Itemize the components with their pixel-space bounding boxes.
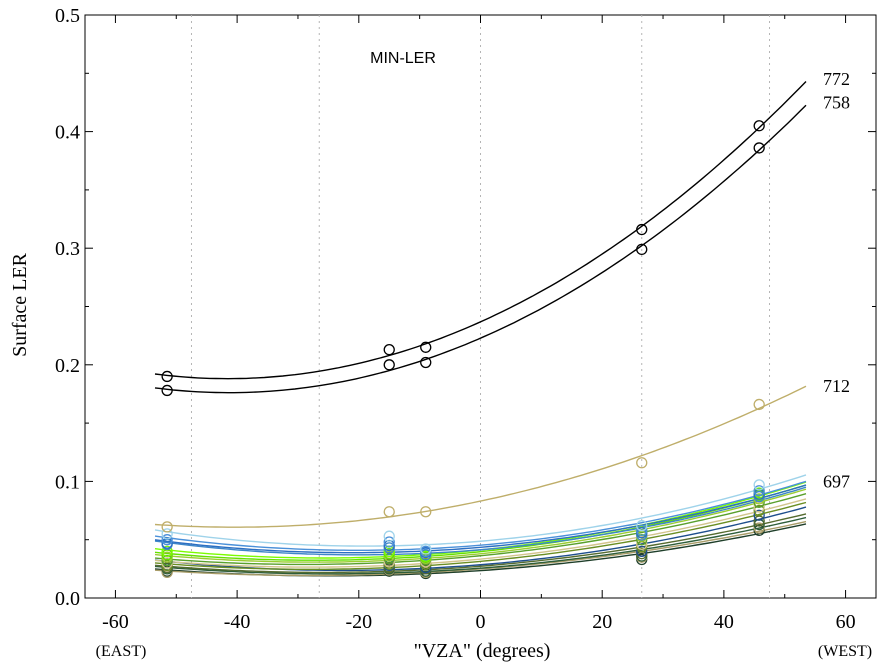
y-tick-label: 0.0 (55, 588, 80, 610)
fit-line (154, 385, 807, 528)
y-tick-label: 0.1 (55, 471, 80, 493)
x-tick-label: 20 (592, 611, 612, 633)
data-point (420, 543, 432, 555)
series-label: 772 (823, 69, 850, 89)
data-point (753, 398, 765, 411)
data-point (383, 545, 395, 558)
fit-line (154, 486, 807, 556)
data-point (636, 520, 648, 532)
x-tick-label: 40 (714, 611, 734, 633)
series-label: 697 (823, 471, 850, 491)
fit-line (154, 520, 807, 577)
data-point (161, 534, 173, 546)
data-point (161, 384, 173, 397)
fit-line (154, 484, 807, 554)
y-tick-label: 0.4 (55, 122, 80, 144)
data-point (420, 506, 432, 518)
data-point (383, 506, 395, 518)
x-tick-label: 0 (476, 611, 486, 633)
series-labels: 772 758 712 697 (823, 69, 850, 491)
data-point (383, 536, 395, 548)
fit-line (154, 484, 807, 561)
data-point (753, 488, 765, 500)
fit-line (154, 513, 807, 574)
fit-line (154, 498, 807, 568)
data-point (161, 370, 173, 383)
data-point (636, 524, 648, 537)
fit-line (154, 480, 807, 551)
data-point (161, 555, 173, 567)
y-axis-title: Surface LER (9, 252, 31, 357)
data-point (753, 509, 765, 521)
data-point (383, 343, 395, 356)
data-point (383, 539, 395, 552)
data-point (420, 356, 432, 369)
data-point (420, 341, 432, 353)
x-tick-label: -60 (102, 611, 129, 633)
x-tick-label: -20 (345, 611, 372, 633)
data-point (161, 528, 173, 540)
fit-line (154, 104, 807, 394)
data-point (753, 504, 765, 517)
data-point (383, 530, 395, 542)
fit-line (154, 81, 807, 380)
fit-line (154, 488, 807, 563)
data-point (636, 243, 648, 256)
data-point (753, 479, 765, 491)
data-point (161, 545, 173, 558)
vertical-reference-lines (190, 15, 771, 598)
series-label: 758 (823, 92, 850, 112)
data-point (636, 538, 648, 551)
y-tick-label: 0.5 (55, 5, 80, 27)
fit-line (154, 501, 807, 570)
data-point (636, 534, 648, 546)
fit-line (154, 493, 807, 566)
y-tick-label: 0.3 (55, 238, 80, 260)
x-direction-label-west: (WEST) (818, 643, 872, 660)
data-point (753, 485, 765, 497)
data-point (383, 359, 395, 371)
series-label: 712 (823, 376, 850, 396)
data-point (636, 457, 648, 469)
data-point (161, 566, 173, 578)
data-point (753, 120, 765, 132)
chart-annotation: MIN-LER (370, 50, 436, 67)
data-point (636, 223, 648, 236)
x-axis-ticks: -60 -40 -20 0 20 40 60 (102, 15, 856, 633)
fit-line (154, 474, 807, 547)
data-point (161, 521, 173, 533)
data-point (161, 537, 173, 549)
observed-points (161, 120, 765, 580)
x-direction-label-east: (EAST) (96, 643, 147, 660)
data-point (753, 522, 765, 534)
fit-line (154, 516, 807, 575)
x-tick-label: -40 (224, 611, 251, 633)
data-point (753, 518, 765, 531)
fit-curves (154, 81, 807, 577)
data-point (636, 545, 648, 558)
x-axis-title: "VZA" (degrees) (414, 640, 551, 662)
data-point (753, 496, 765, 509)
x-tick-label: 60 (836, 611, 856, 633)
y-axis-ticks: 0.0 0.1 0.2 0.3 0.4 0.5 (55, 5, 876, 610)
y-tick-label: 0.2 (55, 355, 80, 377)
data-point (753, 142, 765, 154)
